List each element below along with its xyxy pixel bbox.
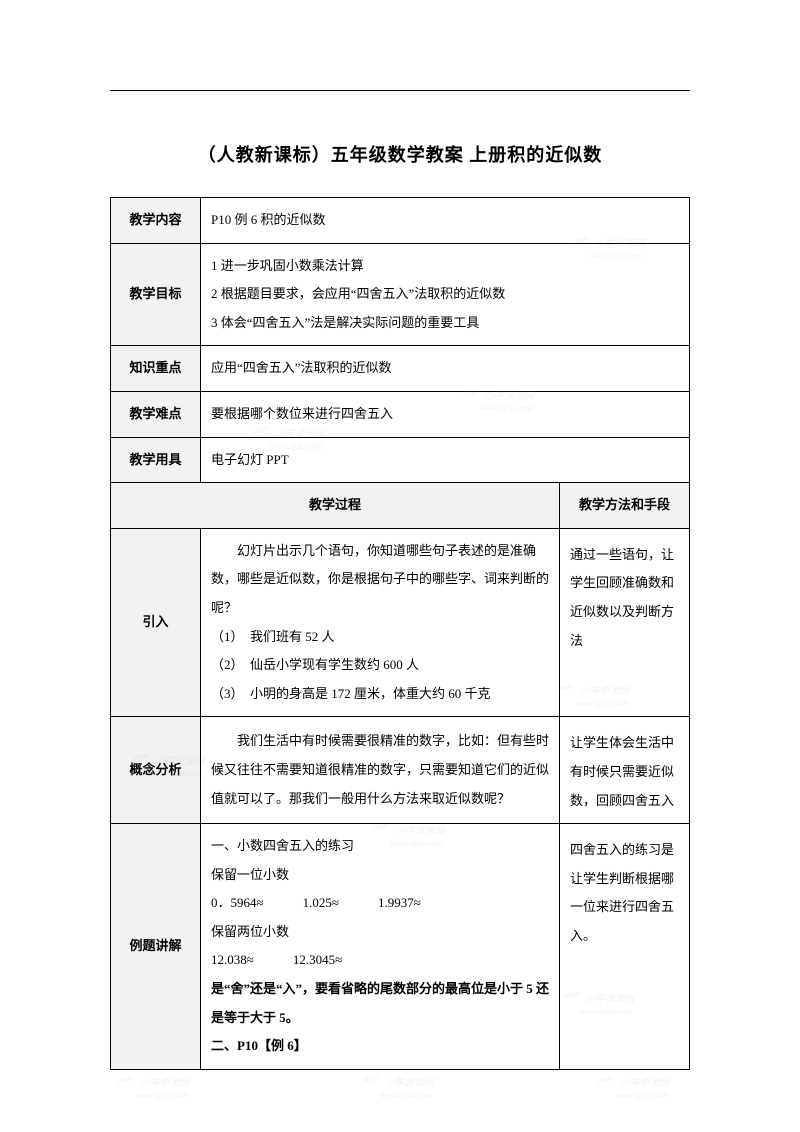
page-title: （人教新课标）五年级数学教案 上册积的近似数 <box>110 141 690 167</box>
process-label: 教学过程 <box>111 483 560 529</box>
top-divider <box>110 90 690 91</box>
difficulty-text: 要根据哪个数位来进行四舍五入 <box>201 391 690 437</box>
goal-text: 1 进一步巩固小数乘法计算 2 根据题目要求，会应用“四舍五入”法取积的近似数 … <box>201 243 690 346</box>
table-row: 教学目标 1 进一步巩固小数乘法计算 2 根据题目要求，会应用“四舍五入”法取积… <box>111 243 690 346</box>
knowledge-text: 应用“四舍五入”法取积的近似数 <box>201 346 690 392</box>
knowledge-label: 知识重点 <box>111 346 201 392</box>
intro-li3: （3） 小明的身高是 172 厘米，体重大约 60 千克 <box>211 680 549 709</box>
intro-li2: （2） 仙岳小学现有学生数约 600 人 <box>211 651 549 680</box>
watermark-icon: 小学资源网www.xj5u.com <box>360 1072 435 1101</box>
example-label: 例题讲解 <box>111 824 201 1070</box>
goal-line-3: 3 体会“四舍五入”法是解决实际问题的重要工具 <box>211 309 679 338</box>
watermark-icon: 小学资源网www.xj5u.com <box>115 1072 190 1101</box>
table-row: 概念分析 我们生活中有时候需要很精准的数字，比如：但有些时候又往往不需要知道很精… <box>111 717 690 824</box>
table-row: 教学过程 教学方法和手段 <box>111 483 690 529</box>
example-l5: 12.038≈ 12.3045≈ <box>211 946 549 975</box>
table-row: 知识重点 应用“四舍五入”法取积的近似数 <box>111 346 690 392</box>
method-label: 教学方法和手段 <box>560 483 690 529</box>
example-l7: 二、P10【例 6】 <box>211 1032 549 1061</box>
table-row: 引入 幻灯片出示几个语句，你知道哪些句子表述的是准确数，哪些是近似数，你是根据句… <box>111 528 690 717</box>
table-row: 例题讲解 一、小数四舍五入的练习 保留一位小数 0．5964≈ 1.025≈ 1… <box>111 824 690 1070</box>
watermark-icon: 小学资源网www.xj5u.com <box>595 1072 670 1101</box>
goal-line-1: 1 进一步巩固小数乘法计算 <box>211 252 679 281</box>
goal-line-2: 2 根据题目要求，会应用“四舍五入”法取积的近似数 <box>211 280 679 309</box>
content-label: 教学内容 <box>111 198 201 244</box>
example-l2: 保留一位小数 <box>211 861 549 890</box>
table-row: 教学内容 P10 例 6 积的近似数 <box>111 198 690 244</box>
concept-label: 概念分析 <box>111 717 201 824</box>
intro-label: 引入 <box>111 528 201 717</box>
intro-method: 通过一些语句，让学生回顾准确数和近似数以及判断方法 <box>560 528 690 717</box>
example-method: 四舍五入的练习是让学生判断根据哪一位来进行四舍五入。 <box>560 824 690 1070</box>
intro-content: 幻灯片出示几个语句，你知道哪些句子表述的是准确数，哪些是近似数，你是根据句子中的… <box>201 528 560 717</box>
concept-method: 让学生体会生活中有时候只需要近似数，回顾四舍五入 <box>560 717 690 824</box>
example-l1: 一、小数四舍五入的练习 <box>211 832 549 861</box>
tools-label: 教学用具 <box>111 437 201 483</box>
difficulty-label: 教学难点 <box>111 391 201 437</box>
lesson-plan-table: 教学内容 P10 例 6 积的近似数 教学目标 1 进一步巩固小数乘法计算 2 … <box>110 197 690 1070</box>
example-l3: 0．5964≈ 1.025≈ 1.9937≈ <box>211 889 549 918</box>
concept-text: 我们生活中有时候需要很精准的数字，比如：但有些时候又往往不需要知道很精准的数字，… <box>201 717 560 824</box>
content-text: P10 例 6 积的近似数 <box>201 198 690 244</box>
example-l6: 是“舍”还是“入”，要看省略的尾数部分的最高位是小于 5 还是等于大于 5。 <box>211 975 549 1032</box>
table-row: 教学难点 要根据哪个数位来进行四舍五入 <box>111 391 690 437</box>
example-content: 一、小数四舍五入的练习 保留一位小数 0．5964≈ 1.025≈ 1.9937… <box>201 824 560 1070</box>
example-l4: 保留两位小数 <box>211 918 549 947</box>
tools-text: 电子幻灯 PPT <box>201 437 690 483</box>
goal-label: 教学目标 <box>111 243 201 346</box>
table-row: 教学用具 电子幻灯 PPT <box>111 437 690 483</box>
intro-li1: （1） 我们班有 52 人 <box>211 623 549 652</box>
intro-p1: 幻灯片出示几个语句，你知道哪些句子表述的是准确数，哪些是近似数，你是根据句子中的… <box>211 537 549 623</box>
